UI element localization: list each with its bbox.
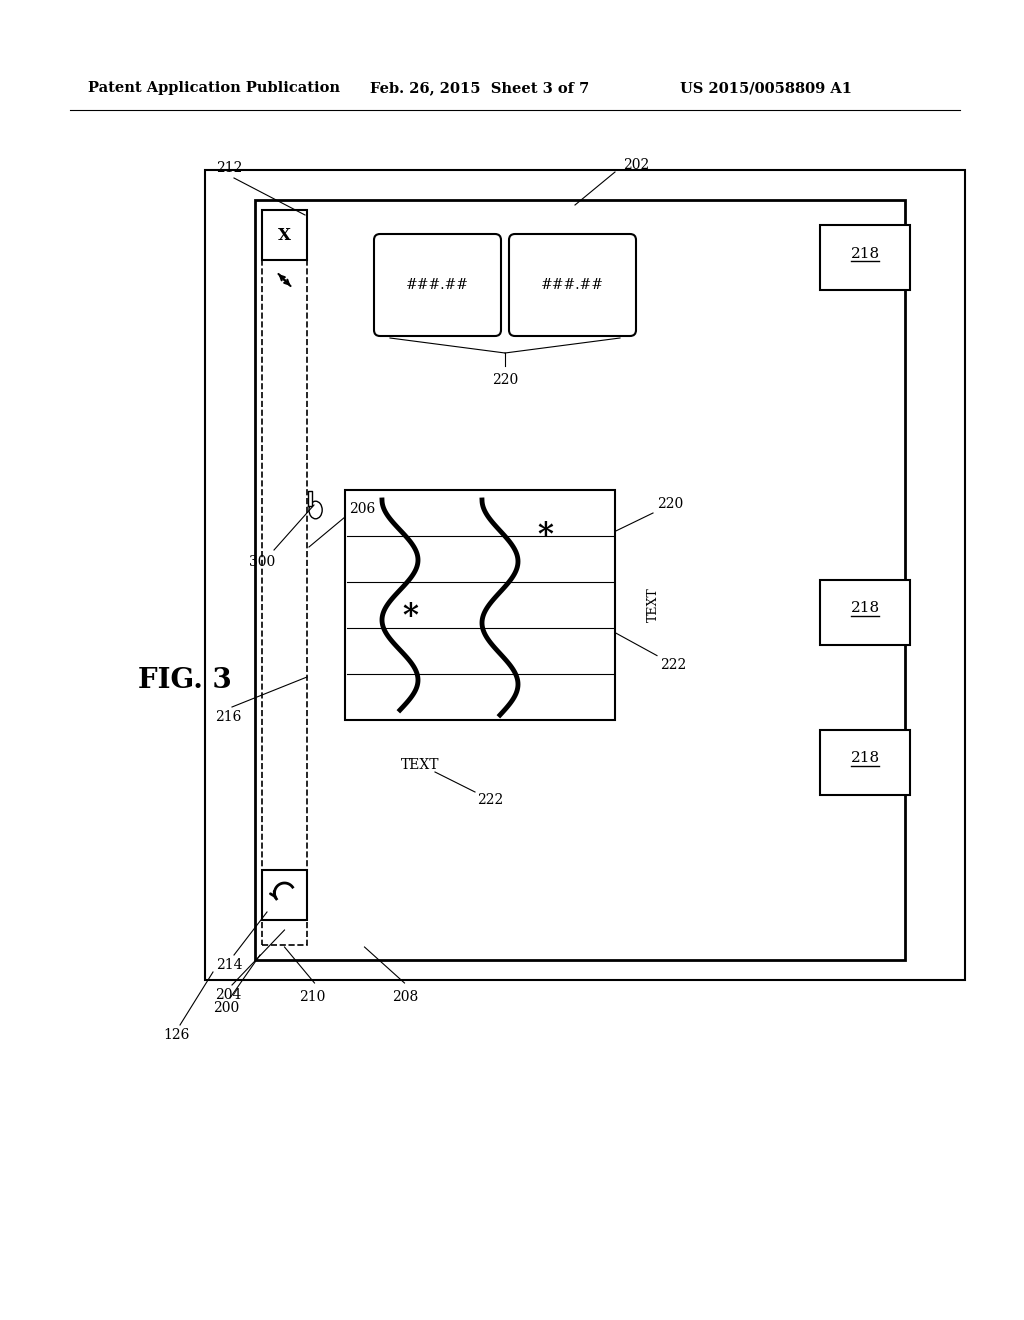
Text: 218: 218 (851, 247, 880, 260)
Ellipse shape (309, 502, 323, 519)
Bar (820, 730, 910, 795)
Text: FIG. 3: FIG. 3 (138, 667, 231, 693)
Text: 300: 300 (249, 554, 275, 569)
Text: Feb. 26, 2015  Sheet 3 of 7: Feb. 26, 2015 Sheet 3 of 7 (370, 81, 589, 95)
Text: TEXT: TEXT (400, 758, 439, 772)
Text: 200: 200 (213, 1001, 240, 1015)
Text: ###.##: ###.## (541, 279, 604, 292)
Bar (820, 579, 910, 645)
Polygon shape (308, 491, 312, 506)
Bar (205, 170, 965, 979)
Bar (262, 210, 307, 260)
Bar (255, 201, 905, 960)
Text: 218: 218 (851, 602, 880, 615)
Text: 222: 222 (660, 657, 686, 672)
FancyBboxPatch shape (374, 234, 501, 337)
Bar (345, 490, 615, 719)
Text: X: X (278, 227, 291, 243)
Text: 218: 218 (851, 751, 880, 766)
Text: 126: 126 (163, 1028, 189, 1041)
Text: TEXT: TEXT (646, 587, 659, 622)
Text: 208: 208 (392, 990, 419, 1005)
Text: *: * (537, 520, 553, 552)
Text: ###.##: ###.## (406, 279, 469, 292)
FancyBboxPatch shape (509, 234, 636, 337)
Text: 220: 220 (492, 374, 518, 387)
Text: 222: 222 (477, 793, 503, 807)
Bar (262, 870, 307, 920)
Text: 204: 204 (215, 987, 242, 1002)
Text: 214: 214 (216, 958, 243, 972)
Text: US 2015/0058809 A1: US 2015/0058809 A1 (680, 81, 852, 95)
Bar (262, 210, 307, 945)
Text: 216: 216 (215, 710, 242, 723)
Bar (820, 224, 910, 290)
Text: 206: 206 (349, 502, 375, 516)
Text: 210: 210 (299, 990, 326, 1005)
Text: 212: 212 (216, 161, 243, 176)
Text: 220: 220 (657, 496, 683, 511)
Text: 202: 202 (623, 158, 649, 172)
Text: *: * (402, 601, 418, 632)
Text: Patent Application Publication: Patent Application Publication (88, 81, 340, 95)
